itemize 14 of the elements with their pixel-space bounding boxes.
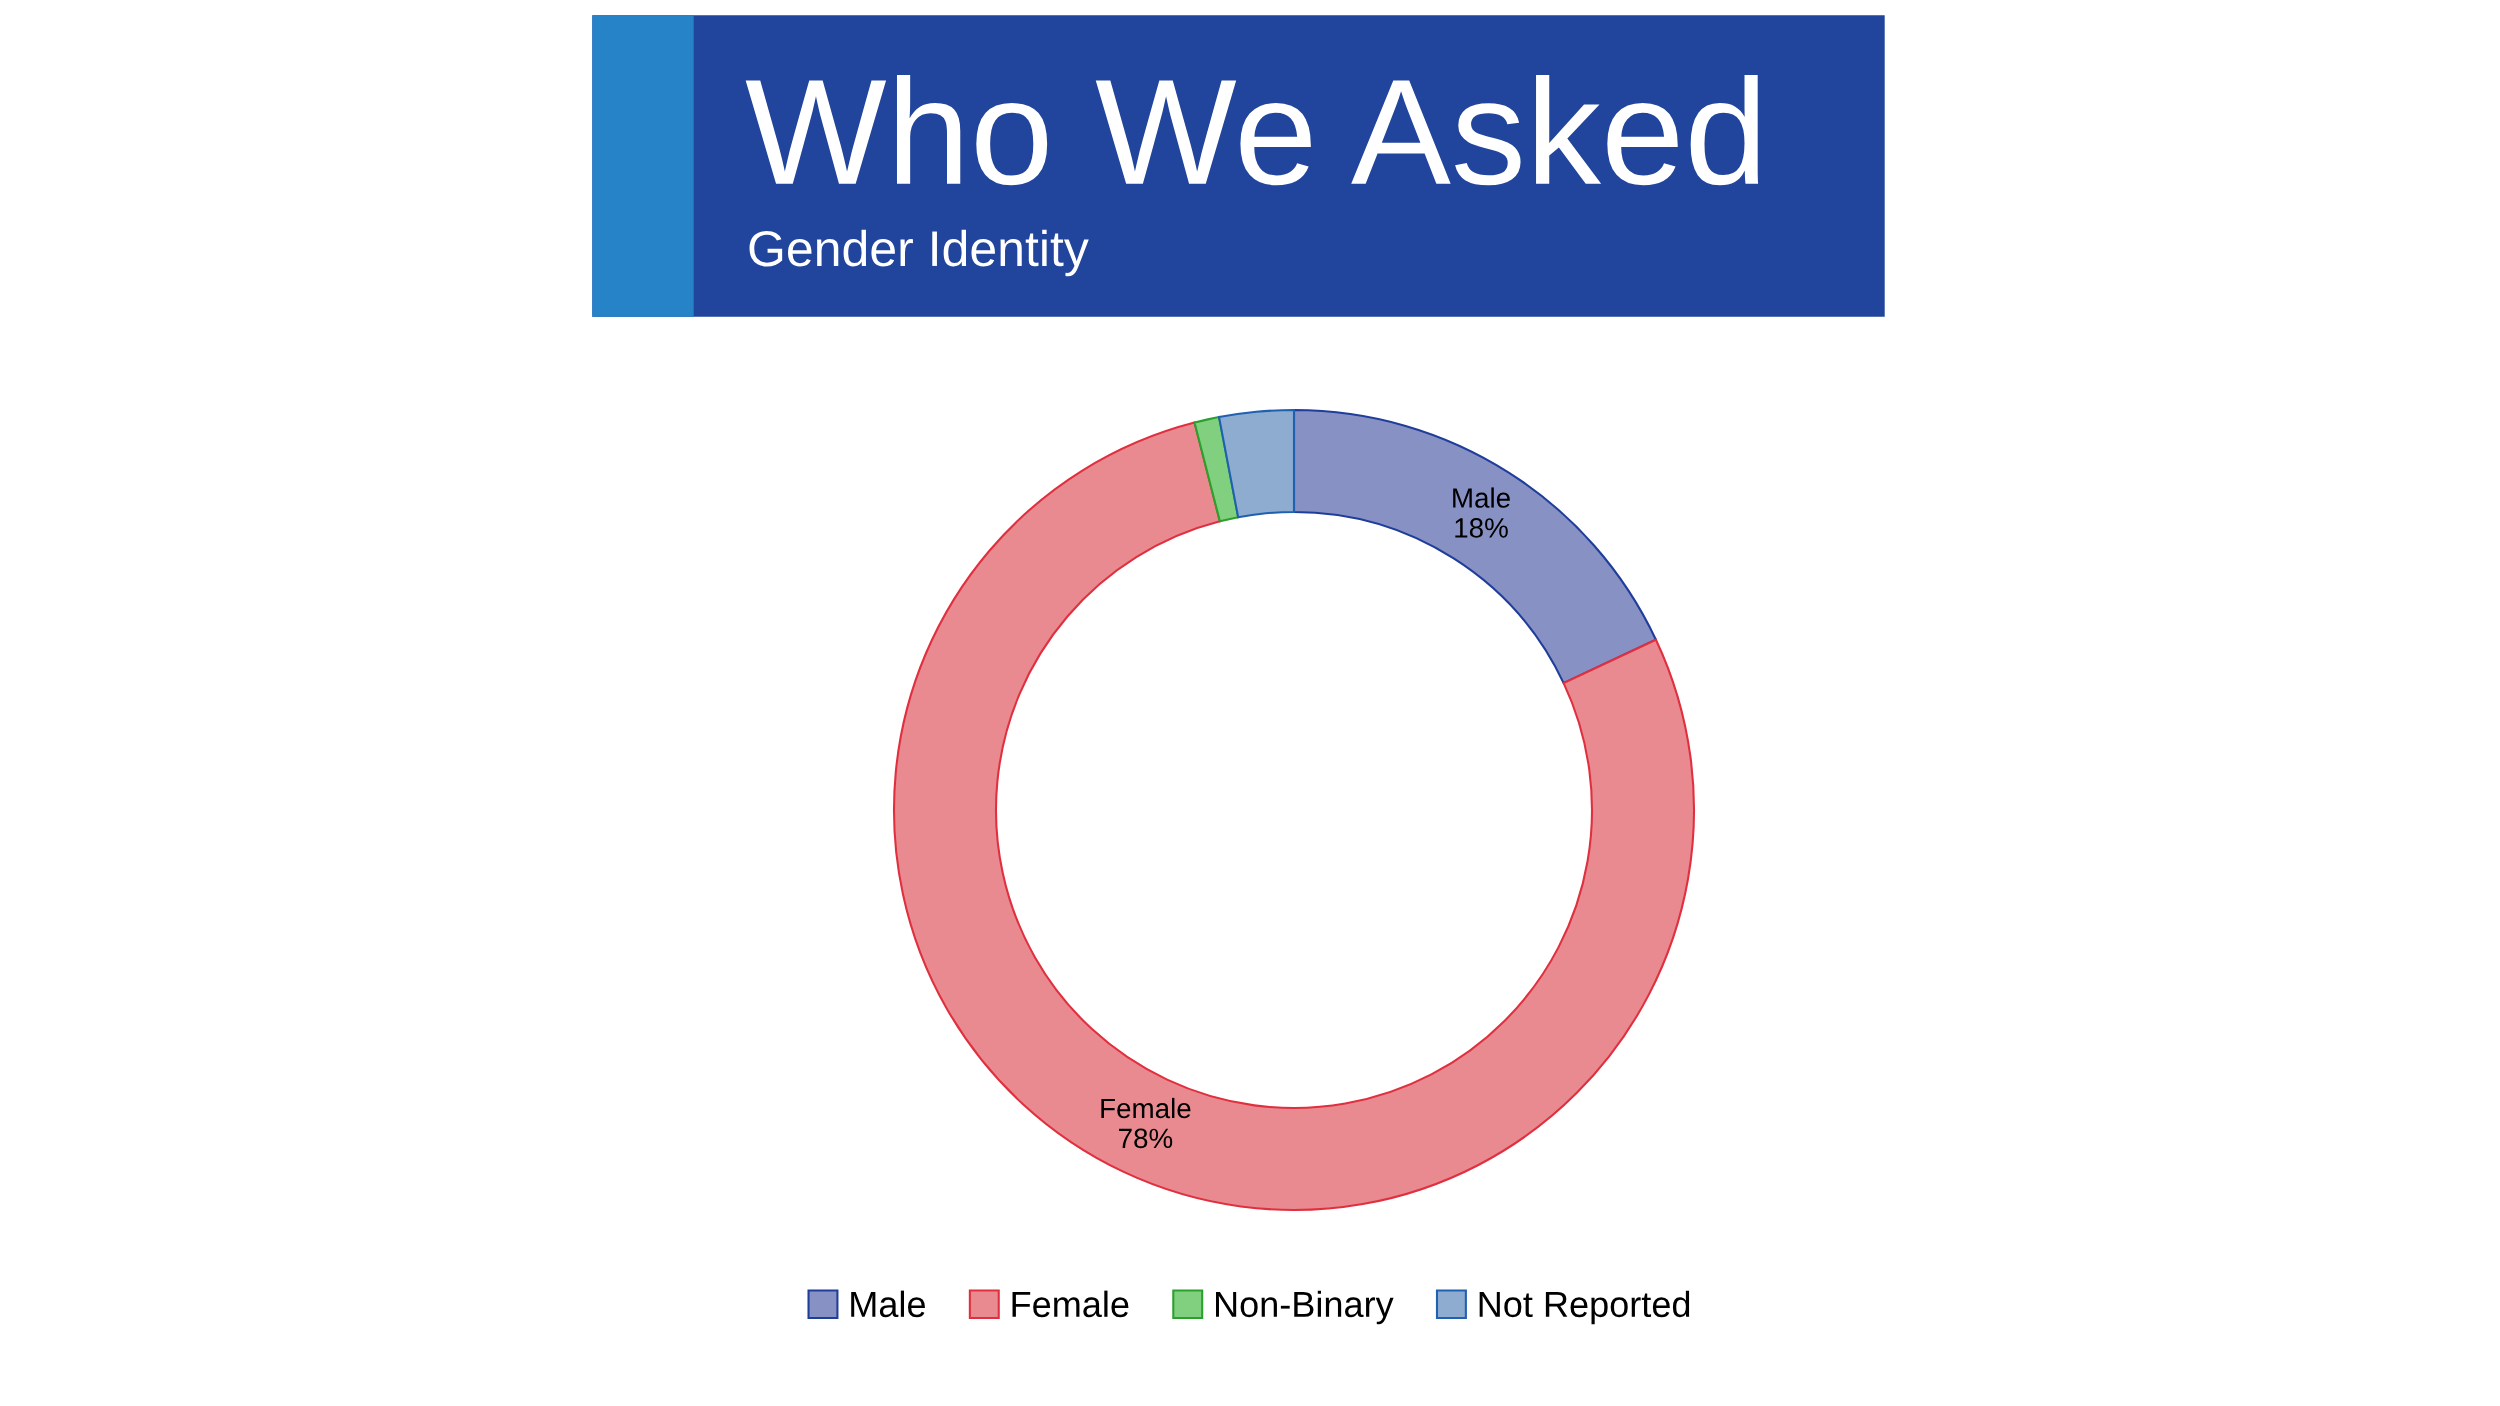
chart-title: Who We Asked bbox=[745, 75, 1759, 186]
chart-subtitle: Gender Identity bbox=[749, 229, 1089, 277]
donut-slice bbox=[892, 421, 1696, 1212]
donut-slice bbox=[1292, 408, 1657, 685]
legend-label: Not Reported bbox=[1479, 1290, 1690, 1325]
donut-slice bbox=[1218, 408, 1296, 519]
legend-label: Female bbox=[1012, 1290, 1129, 1318]
data-label: 78% bbox=[1119, 1128, 1173, 1149]
legend-label: Male bbox=[851, 1290, 925, 1318]
legend-label: Non-Binary bbox=[1215, 1290, 1394, 1325]
data-label: 18% bbox=[1455, 518, 1508, 538]
slice-label: Male bbox=[1453, 487, 1510, 508]
slice-label: Female bbox=[1101, 1097, 1191, 1119]
donut-slice bbox=[1193, 416, 1240, 523]
